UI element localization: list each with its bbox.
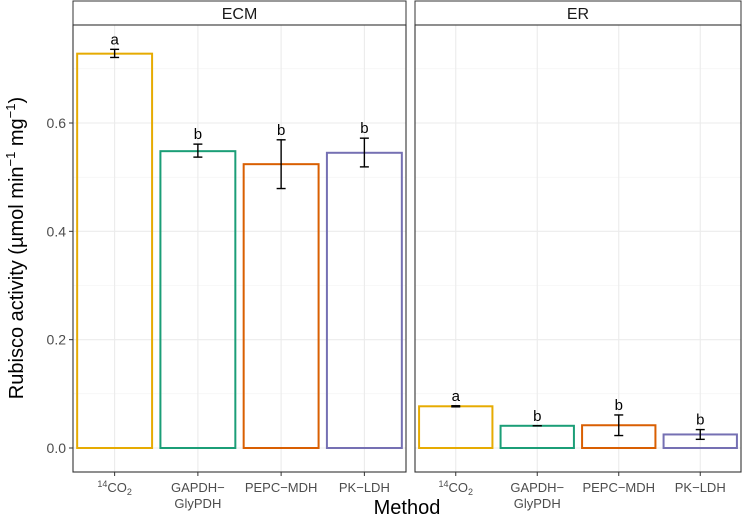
facet-label: ECM [222,6,258,23]
significance-letter: b [533,408,541,425]
panel-border [414,24,742,473]
y-tick-label: 0.2 [47,332,67,348]
y-tick-label: 0.4 [47,223,67,239]
panel-background [415,25,741,472]
x-tick-label: 14CO2 [438,479,473,497]
y-tick-label: 0.6 [47,115,67,131]
x-tick-label: PEPC−MDH [245,480,318,495]
x-tick-label: PK−LDH [675,480,726,495]
x-tick-label: 14CO2 [97,479,132,497]
y-axis-title: Rubisco activity (µmol min−1 mg−1) [3,97,28,399]
x-tick-label: PK−LDH [339,480,390,495]
significance-letter: a [110,31,119,48]
x-axis-title: Method [374,497,441,518]
x-tick-label: PEPC−MDH [582,480,655,495]
facet-strip [72,0,407,26]
x-tick-label: GAPDH− [510,480,564,495]
facet-label: ER [567,6,589,23]
y-tick-label: 0.0 [47,440,67,456]
significance-letter: b [194,126,202,143]
facet-strip [414,0,742,26]
x-tick-label: GAPDH− [171,480,225,495]
significance-letter: b [615,397,623,414]
x-tick-label-line2: GlyPDH [174,496,221,511]
panel-border [72,24,407,473]
x-tick-label-line2: GlyPDH [514,496,561,511]
panel-background [73,25,406,472]
significance-letter: b [696,412,704,429]
significance-letter: b [277,122,285,139]
significance-letter: a [452,388,461,405]
significance-letter: b [360,120,368,137]
